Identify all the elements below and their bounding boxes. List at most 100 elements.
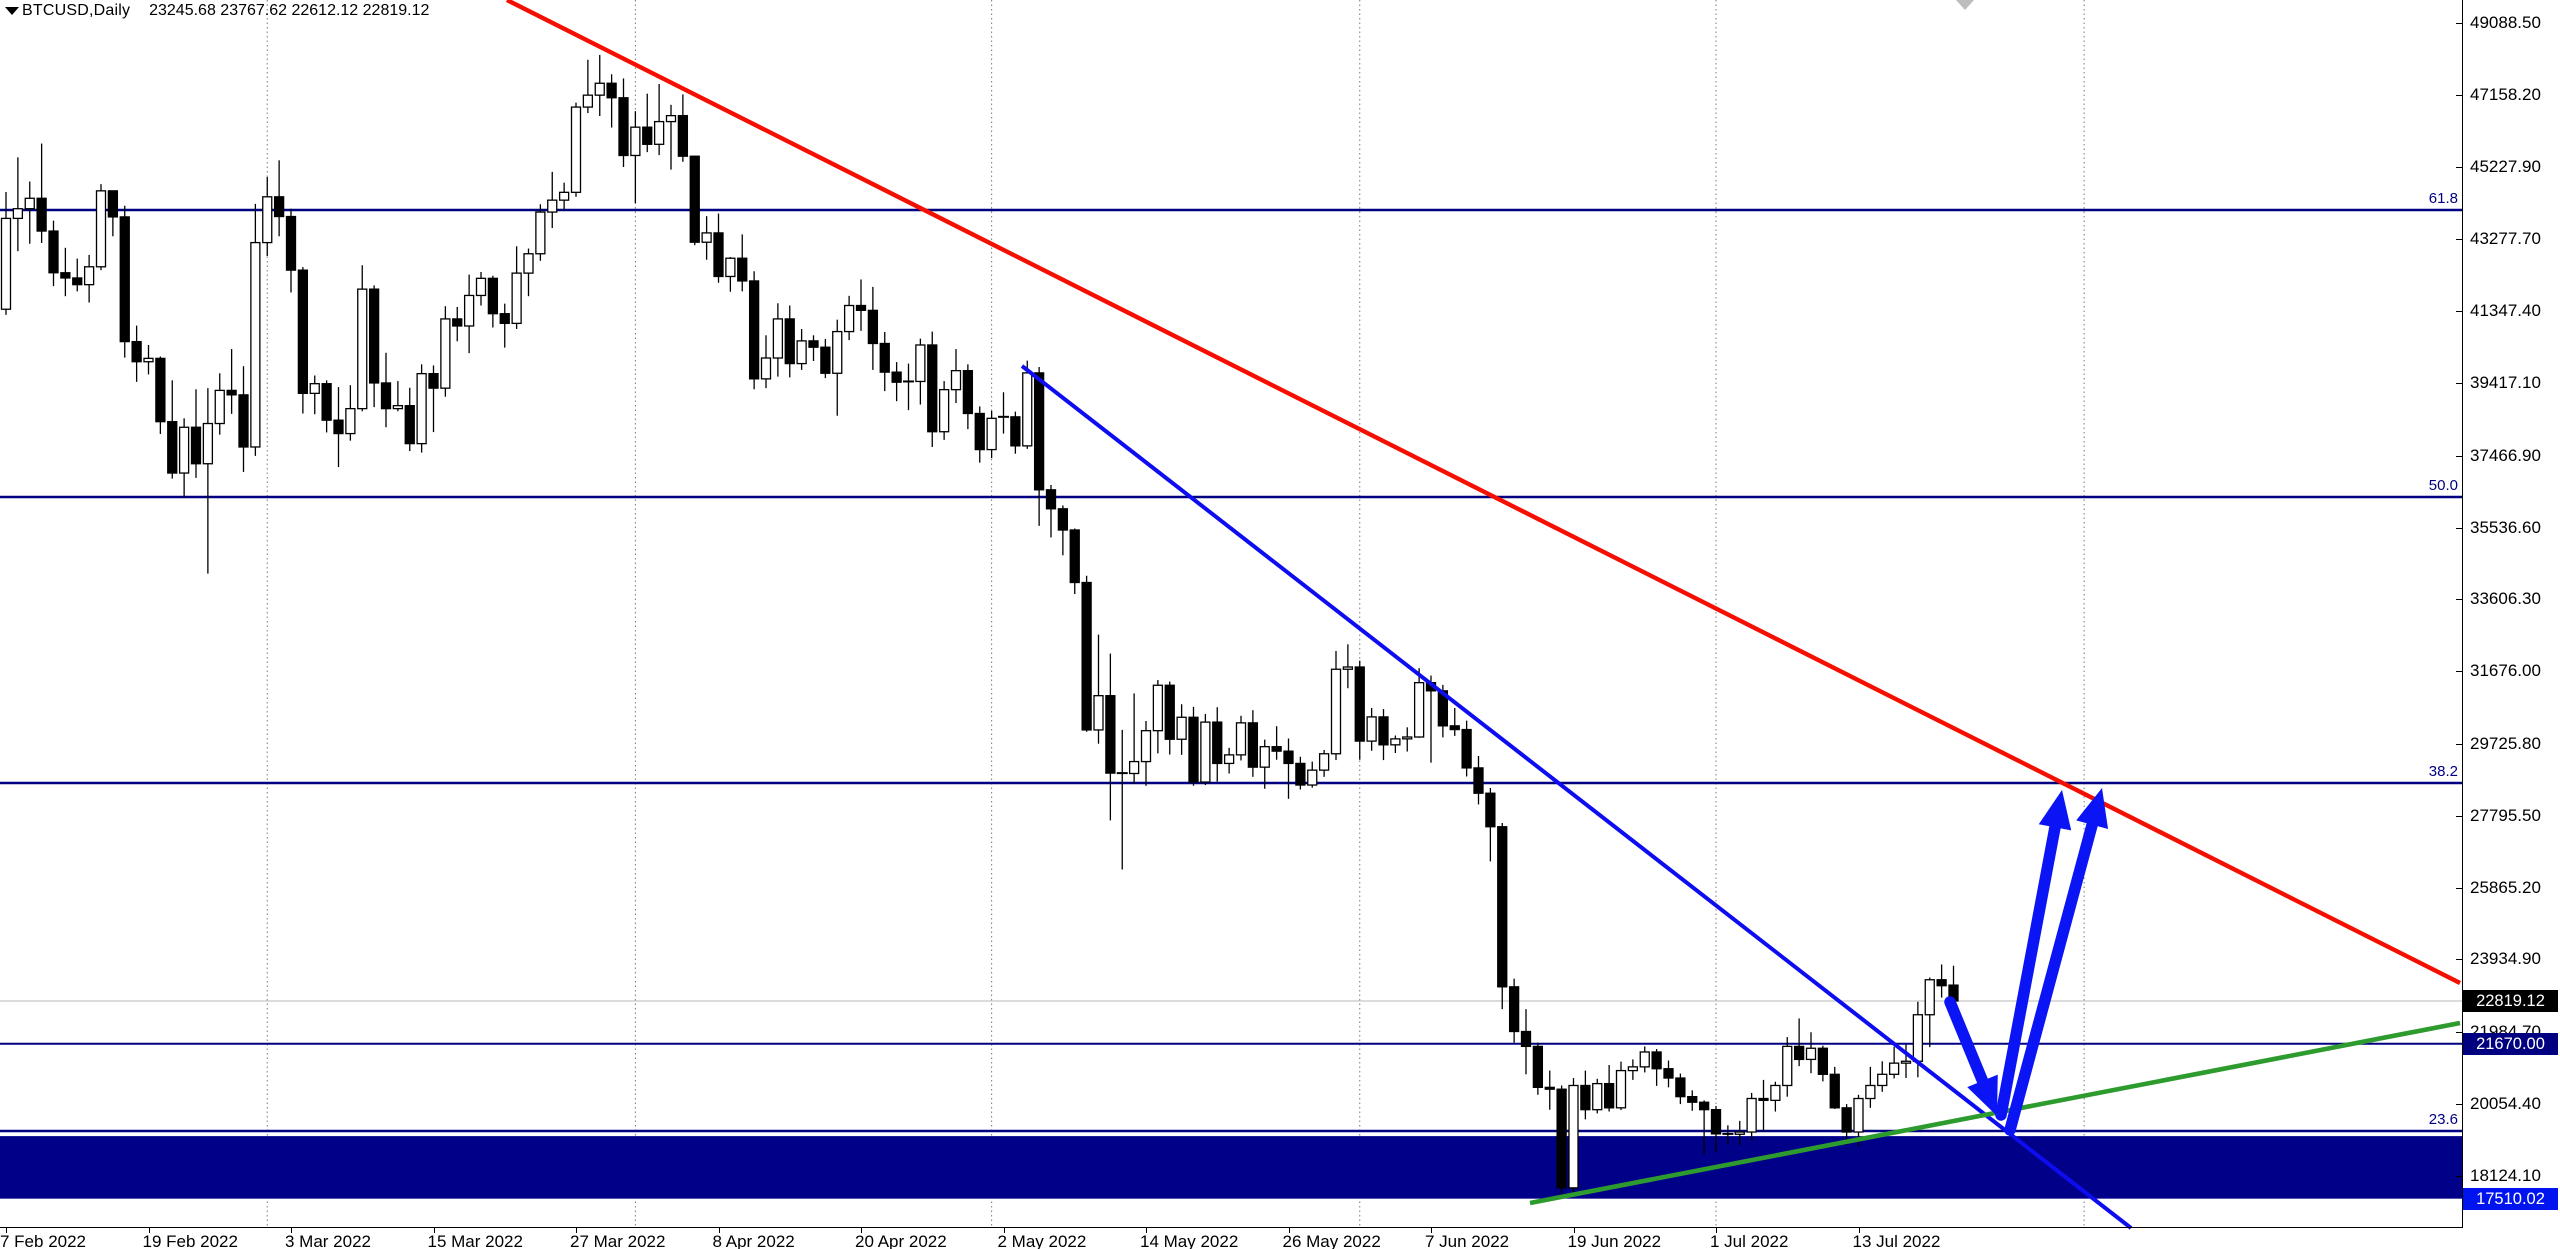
projection-down-arrow-shaft[interactable] [1944,996,1990,1091]
price-tag-21670.00[interactable]: 21670.00 [2463,1032,2558,1055]
red-descending-resistance[interactable] [506,0,2461,985]
candle-bullish [796,340,807,365]
price-axis-label: 39417.10 [2470,373,2541,393]
date-axis-tick [1858,1228,1860,1233]
candle-bearish [1010,416,1021,447]
candle-bullish [440,318,451,389]
chart-title: BTCUSD,Daily 23245.68 23767.62 22612.12 … [22,2,429,20]
price-axis-tick [2456,166,2463,168]
candle-bullish [511,272,522,325]
candle-bearish [1710,1109,1722,1135]
time-axis-line [0,1227,2463,1229]
price-axis-tick [2456,743,2463,745]
candle-bullish [416,372,427,445]
candle-bearish [606,82,617,99]
candle-bearish [404,405,415,445]
candle-bearish [1817,1047,1829,1075]
candle-bearish [677,114,689,157]
candle-bullish [760,357,772,380]
candle-bullish [1853,1097,1864,1133]
price-axis-label: 20054.40 [2470,1093,2541,1113]
candle-bullish [1746,1097,1757,1133]
candle-bearish [1212,721,1223,765]
date-axis-label: 26 May 2022 [1282,1232,1381,1249]
fib-label-50.0: 50.0 [2428,476,2458,494]
blue-descending-channel[interactable] [1020,364,2133,1230]
candle-bearish [1793,1045,1805,1061]
candle-bullish [1900,1060,1912,1064]
candle-bearish [1081,581,1092,731]
price-axis-tick [2456,887,2463,889]
candle-bullish [1200,721,1211,783]
candle-bearish [487,277,499,315]
candle-bullish [250,241,261,448]
date-axis-tick [861,1228,862,1233]
symbol-dropdown-icon[interactable] [5,7,19,15]
candle-bearish [808,340,819,348]
price-tag-22819.12[interactable]: 22819.12 [2463,990,2558,1012]
candle-bearish [167,421,178,474]
price-axis-tick [2456,671,2463,673]
projection-up-arrow-1-head[interactable] [2038,790,2072,831]
price-axis-tick [2456,1032,2463,1034]
date-axis-label: 8 Apr 2022 [712,1232,795,1249]
candle-bullish [1413,682,1425,738]
candle-bearish [1603,1082,1615,1109]
date-axis-label: 20 Apr 2022 [855,1232,947,1249]
candle-bullish [950,370,962,391]
candle-bullish [1093,695,1104,731]
candle-bullish [582,94,594,108]
demand-zone-band[interactable] [0,1136,2462,1199]
candle-bullish [24,197,35,210]
candle-bearish [1841,1107,1852,1133]
price-axis-line [2462,0,2464,1228]
candle-bearish [784,318,795,365]
projection-down-arrow-head[interactable] [1967,1074,1998,1116]
fib-label-61.8: 61.8 [2428,190,2458,207]
candle-bearish [1378,716,1389,746]
candle-bullish [772,318,784,359]
candle-bullish [309,383,320,395]
price-axis-tick [2456,311,2463,313]
candle-bearish [1033,372,1045,491]
candle-bearish [368,288,380,384]
candle-bearish [1283,750,1294,765]
date-axis-tick [1003,1228,1005,1233]
candle-bullish [178,426,190,474]
projection-up-arrow-2-head[interactable] [2076,788,2109,829]
chart-shift-marker-icon[interactable] [1956,0,1974,10]
candle-bearish [1675,1077,1686,1098]
price-tag-17510.02[interactable]: 17510.02 [2463,1187,2558,1210]
date-axis-tick [6,1228,7,1233]
price-axis-label: 47158.20 [2470,84,2541,104]
price-axis-tick [2456,455,2463,457]
candle-bearish [452,318,463,327]
date-axis-label: 15 Mar 2022 [427,1232,523,1249]
date-axis-tick [1146,1228,1147,1233]
candle-bullish [95,190,107,268]
candle-bearish [1698,1101,1710,1111]
candle-bearish [962,370,974,415]
date-axis-label: 7 Feb 2022 [0,1232,87,1249]
price-axis-label: 41347.40 [2470,301,2541,321]
candle-bearish [1936,979,1947,987]
candle-bullish [1615,1069,1627,1109]
symbol-period-label: BTCUSD,Daily [22,2,131,19]
candle-bearish [36,197,47,232]
projection-up-arrow-2-shaft[interactable] [2004,815,2099,1136]
candle-bullish [1390,738,1401,746]
candle-bearish [1663,1068,1674,1079]
projection-up-arrow-1-shaft[interactable] [1995,817,2062,1121]
candle-bearish [1687,1095,1698,1103]
candle-bearish [891,371,902,383]
candle-bearish [1271,746,1282,752]
candle-bearish [119,216,130,343]
candle-bullish [725,257,736,278]
candle-bearish [1461,728,1472,769]
candle-bearish [226,389,237,396]
candle-bullish [1128,760,1140,775]
price-axis-tick [2456,383,2463,385]
candle-bearish [1354,666,1365,742]
candle-bullish [463,294,475,327]
